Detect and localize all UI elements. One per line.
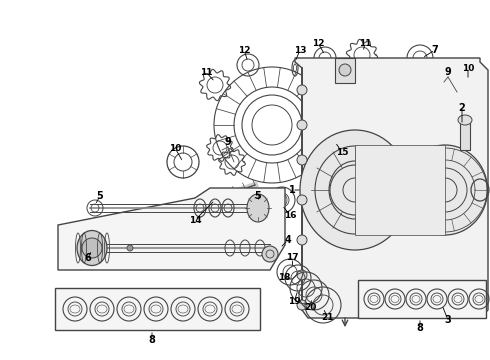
Text: 6: 6 bbox=[85, 253, 91, 263]
Text: 5: 5 bbox=[97, 191, 103, 201]
Text: 1: 1 bbox=[289, 185, 295, 195]
Circle shape bbox=[127, 245, 133, 251]
Circle shape bbox=[297, 235, 307, 245]
Text: 18: 18 bbox=[278, 274, 290, 283]
Circle shape bbox=[297, 300, 307, 310]
Text: 11: 11 bbox=[200, 68, 212, 77]
Text: 2: 2 bbox=[459, 103, 466, 113]
Text: 20: 20 bbox=[304, 303, 316, 312]
Text: 16: 16 bbox=[284, 211, 296, 220]
Ellipse shape bbox=[458, 115, 472, 125]
Polygon shape bbox=[295, 58, 488, 318]
Text: 9: 9 bbox=[224, 137, 231, 147]
Text: 11: 11 bbox=[359, 39, 371, 48]
Bar bbox=[358, 280, 486, 318]
Circle shape bbox=[82, 238, 102, 258]
Circle shape bbox=[297, 270, 307, 280]
Ellipse shape bbox=[247, 194, 269, 222]
Text: 5: 5 bbox=[255, 191, 261, 201]
Text: 12: 12 bbox=[238, 45, 250, 54]
Bar bbox=[335, 58, 355, 83]
Text: 12: 12 bbox=[312, 39, 324, 48]
Text: 10: 10 bbox=[462, 63, 474, 72]
Text: 21: 21 bbox=[322, 314, 334, 323]
Polygon shape bbox=[58, 188, 285, 270]
Text: 14: 14 bbox=[189, 216, 201, 225]
Text: 9: 9 bbox=[444, 67, 451, 77]
Polygon shape bbox=[355, 145, 445, 235]
Bar bbox=[460, 120, 470, 150]
Text: 19: 19 bbox=[288, 297, 300, 306]
Text: 8: 8 bbox=[416, 323, 423, 333]
Circle shape bbox=[297, 120, 307, 130]
Circle shape bbox=[297, 85, 307, 95]
Text: 15: 15 bbox=[336, 148, 348, 157]
Ellipse shape bbox=[300, 130, 410, 250]
Circle shape bbox=[297, 155, 307, 165]
Text: 7: 7 bbox=[432, 45, 439, 55]
Text: 3: 3 bbox=[444, 315, 451, 325]
Circle shape bbox=[297, 195, 307, 205]
Text: 4: 4 bbox=[285, 235, 292, 245]
Bar bbox=[55, 288, 260, 330]
Text: 17: 17 bbox=[286, 253, 298, 262]
Text: 10: 10 bbox=[169, 144, 181, 153]
Circle shape bbox=[262, 246, 278, 262]
Text: 8: 8 bbox=[148, 335, 155, 345]
Ellipse shape bbox=[77, 230, 107, 266]
Text: 13: 13 bbox=[294, 45, 306, 54]
Circle shape bbox=[339, 64, 351, 76]
Ellipse shape bbox=[402, 145, 488, 235]
